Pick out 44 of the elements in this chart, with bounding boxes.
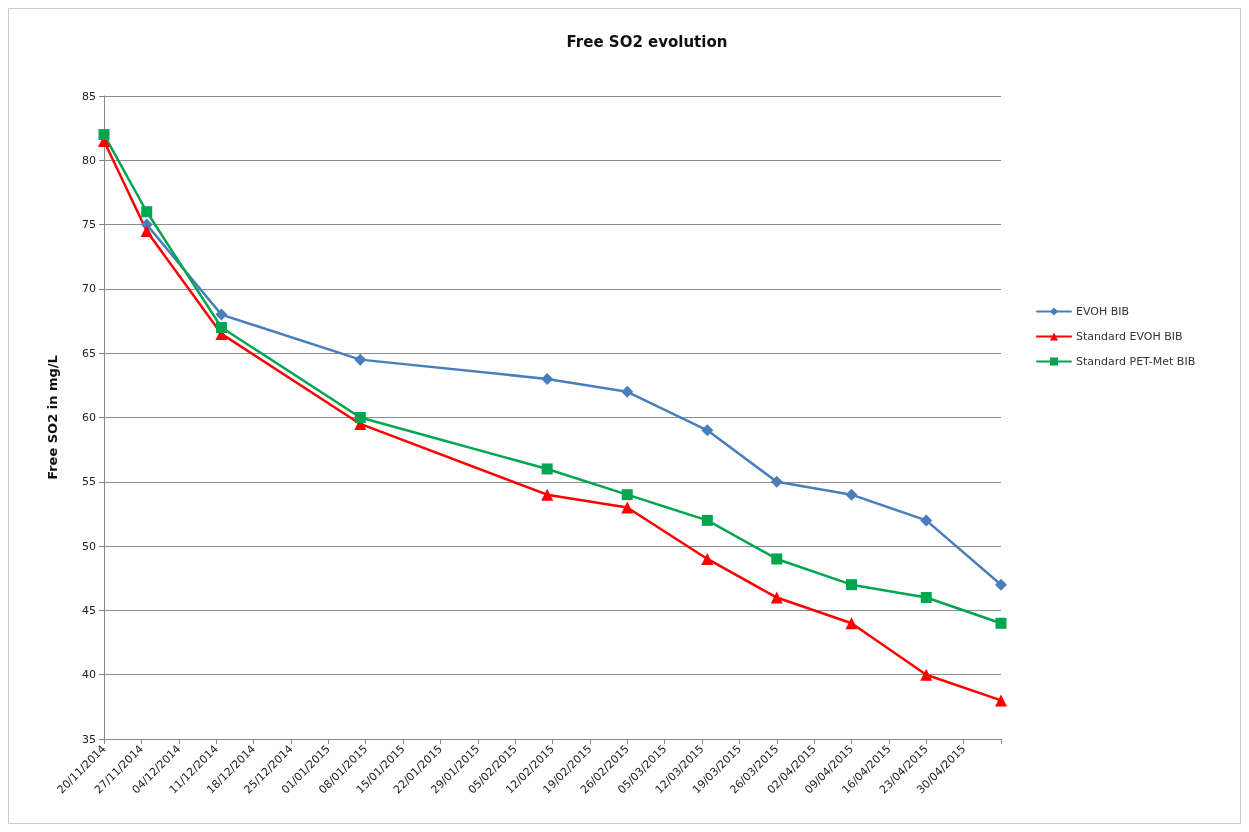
point [215, 308, 228, 321]
y-tick-label: 45 [82, 603, 96, 617]
point [995, 578, 1007, 591]
y-tick-label: 60 [82, 411, 96, 424]
y-tick-label: 35 [82, 732, 96, 746]
y-tick-label: 75 [82, 218, 96, 232]
point [771, 553, 783, 565]
legend-label: EVOH BIB [1076, 305, 1130, 318]
point [140, 225, 153, 238]
point [995, 694, 1007, 707]
point [920, 514, 933, 527]
point [846, 579, 857, 591]
point [541, 372, 554, 385]
y-tick-label: 85 [82, 89, 96, 103]
point [354, 353, 367, 366]
y-tick-label: 50 [82, 539, 96, 553]
chart-title: Free SO2 evolution [566, 32, 728, 51]
point [995, 617, 1007, 629]
point [920, 668, 933, 681]
point [701, 514, 713, 526]
point [215, 321, 227, 333]
point [621, 489, 633, 501]
legend-label: Standard PET-Met BIB [1076, 355, 1196, 368]
point [845, 617, 858, 630]
y-tick-label: 65 [82, 346, 96, 360]
point [770, 591, 783, 604]
point [920, 592, 932, 604]
point [701, 424, 714, 437]
y-tick-label: 80 [82, 153, 96, 167]
y-axis-title: Free SO2 in mg/L [45, 355, 60, 480]
legend-label: Standard EVOH BIB [1076, 330, 1183, 343]
point [621, 385, 634, 398]
point [98, 129, 110, 141]
point [845, 488, 858, 501]
point [354, 412, 366, 423]
point [541, 488, 554, 501]
point [541, 463, 553, 475]
point [141, 206, 153, 218]
y-tick-label: 55 [82, 475, 96, 489]
point [770, 475, 783, 488]
point [701, 552, 714, 565]
point [621, 501, 634, 514]
y-tick-label: 70 [82, 282, 96, 296]
y-tick-label: 40 [82, 668, 96, 682]
